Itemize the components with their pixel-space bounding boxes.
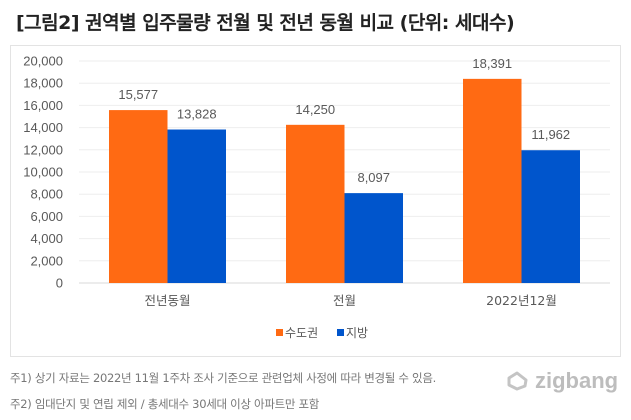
y-axis-ticks: 0 2,000 4,000 6,000 8,000 10,000 12,000 14,000 1…	[23, 54, 63, 291]
data-label: 8,097	[357, 170, 390, 185]
bar-sudogwon	[109, 110, 168, 283]
legend-label: 수도권	[285, 326, 318, 340]
data-labels: 15,577 13,828 14,250 8,097 18,391 11,962	[118, 56, 570, 185]
bar-jibang	[167, 129, 226, 283]
bar-jibang	[344, 193, 403, 283]
y-tick-label: 18,000	[23, 76, 63, 91]
y-tick-label: 12,000	[23, 142, 63, 157]
zigbang-logo: zigbang	[505, 368, 618, 394]
data-label: 14,250	[295, 102, 335, 117]
x-tick-label: 전년동월	[144, 293, 190, 308]
legend-swatch	[276, 329, 283, 336]
bar-jibang	[521, 150, 580, 283]
x-tick-label: 전월	[333, 293, 356, 308]
footnotes: 주1) 상기 자료는 2022년 11월 1주차 조사 기준으로 관련업체 사정…	[10, 368, 436, 420]
legend-swatch	[337, 329, 344, 336]
legend: 수도권 지방	[276, 326, 368, 340]
zigbang-logo-icon	[507, 371, 528, 391]
y-tick-label: 16,000	[23, 98, 63, 113]
legend-label: 지방	[346, 326, 368, 340]
y-tick-label: 10,000	[23, 165, 63, 180]
y-tick-label: 0	[56, 276, 63, 291]
y-tick-label: 8,000	[30, 187, 63, 202]
y-tick-label: 14,000	[23, 120, 63, 135]
footnote-2: 주2) 임대단지 및 연립 제외 / 총세대수 30세대 이상 아파트만 포함	[10, 397, 320, 411]
chart-title: [그림2] 권역별 입주물량 전월 및 전년 동월 비교 (단위: 세대수)	[16, 12, 515, 34]
data-label: 18,391	[472, 56, 512, 71]
data-label: 13,828	[177, 107, 217, 122]
data-label: 15,577	[118, 87, 158, 102]
zigbang-logo-text: zigbang	[535, 368, 619, 393]
y-tick-label: 6,000	[30, 209, 63, 224]
bars	[109, 78, 580, 284]
bar-sudogwon	[463, 78, 522, 284]
y-tick-label: 4,000	[30, 231, 63, 246]
y-tick-label: 20,000	[23, 54, 63, 69]
x-tick-label: 2022년12월	[486, 293, 557, 308]
y-tick-label: 2,000	[30, 253, 63, 268]
bar-sudogwon	[286, 124, 345, 283]
data-label: 11,962	[531, 127, 570, 142]
footnote-1: 주1) 상기 자료는 2022년 11월 1주차 조사 기준으로 관련업체 사정…	[10, 371, 436, 385]
x-axis-ticks: 전년동월 전월 2022년12월	[144, 293, 556, 308]
